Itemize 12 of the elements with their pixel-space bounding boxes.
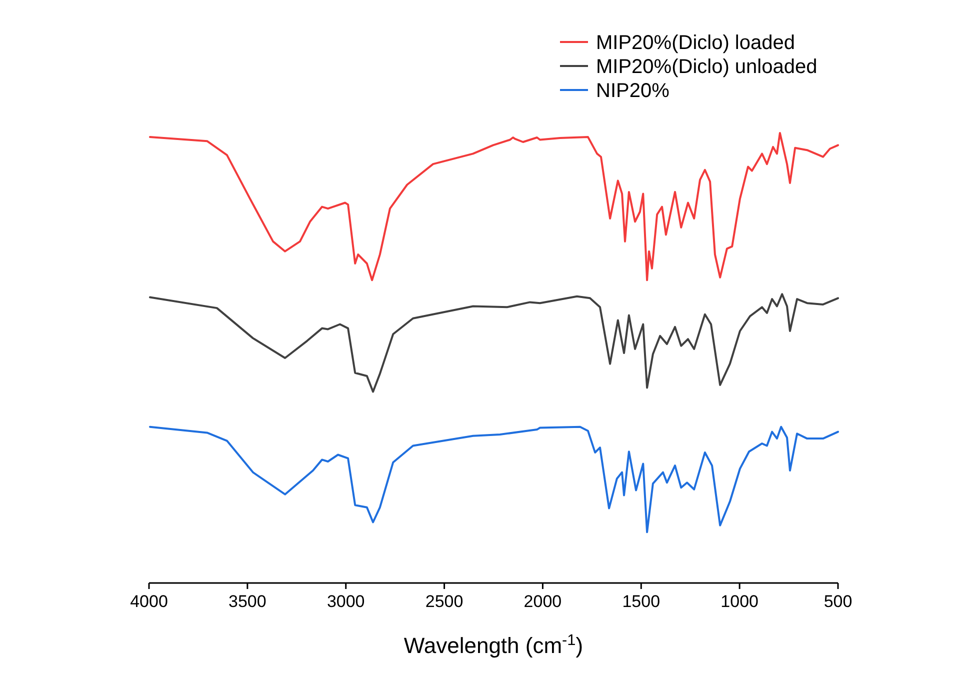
x-tick-label: 3000 <box>326 592 365 611</box>
legend-label: MIP20%(Diclo) loaded <box>596 32 795 54</box>
x-tick-label: 4000 <box>130 592 168 611</box>
x-tick-label: 500 <box>824 592 852 611</box>
x-tick-label: 1000 <box>720 592 758 611</box>
x-axis-title: Wavelength (cm$^{-1}$) <box>404 632 584 658</box>
x-tick-label: 3500 <box>228 592 266 611</box>
legend-label: NIP20% <box>596 80 670 102</box>
x-tick-label: 1500 <box>622 592 660 611</box>
legend-label: MIP20%(Diclo) unloaded <box>596 56 818 78</box>
x-tick-label: 2500 <box>425 592 464 611</box>
x-tick-label: 2000 <box>524 592 562 611</box>
